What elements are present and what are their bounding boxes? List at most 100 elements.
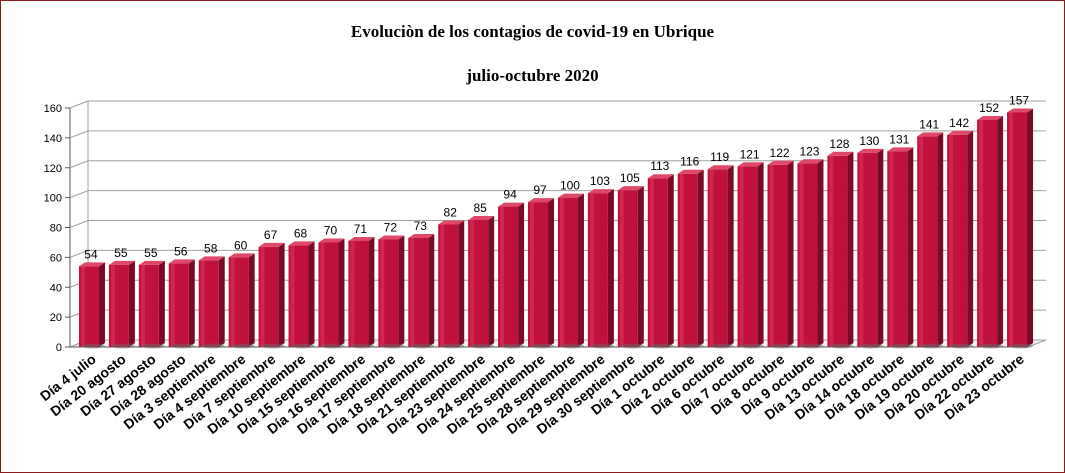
gridline-depth xyxy=(69,100,89,109)
bar-highlight xyxy=(1009,112,1014,347)
data-label: 55 xyxy=(114,246,128,260)
data-label: 141 xyxy=(919,117,939,131)
bar xyxy=(168,259,195,349)
bar-shadow xyxy=(619,343,644,349)
data-label: 116 xyxy=(680,155,699,169)
bar-highlight xyxy=(530,202,535,347)
bar-shadow xyxy=(799,343,824,349)
bar-side xyxy=(458,220,465,347)
bar-shadow xyxy=(859,343,884,349)
bar xyxy=(707,165,734,349)
bar-side xyxy=(128,260,135,347)
bar-shadow xyxy=(739,343,764,349)
bar-top xyxy=(827,151,854,156)
bar-highlight xyxy=(260,246,265,347)
bar-side xyxy=(98,262,105,347)
bar-side xyxy=(937,132,944,347)
bar-shadow xyxy=(829,343,854,349)
bar-side xyxy=(548,198,555,347)
bar xyxy=(408,233,435,349)
bar-shadow xyxy=(170,343,195,349)
data-label: 58 xyxy=(204,241,218,255)
bar-highlight xyxy=(230,257,235,347)
gridline-depth xyxy=(69,190,89,199)
y-tick-label: 100 xyxy=(44,193,62,205)
data-label: 97 xyxy=(533,183,547,197)
bar-shadow xyxy=(979,343,1004,349)
chart-title: Evoluciòn de los contagios de covid-19 e… xyxy=(350,22,715,41)
bar xyxy=(737,162,764,349)
data-label: 68 xyxy=(294,226,308,240)
bar-side xyxy=(727,165,734,347)
bar-side xyxy=(338,238,345,347)
bar xyxy=(647,174,674,349)
bar-highlight xyxy=(679,173,684,347)
bar-shadow xyxy=(949,343,974,349)
bar xyxy=(1007,108,1034,349)
data-label: 56 xyxy=(174,244,188,258)
bar-highlight xyxy=(649,178,654,347)
bar-shadow xyxy=(919,343,944,349)
bar-top xyxy=(198,256,225,261)
bar-top xyxy=(737,162,764,167)
y-tick-label: 60 xyxy=(50,252,62,264)
bar-shadow xyxy=(110,343,135,349)
bar-side xyxy=(428,233,435,347)
bar xyxy=(138,260,165,349)
bar xyxy=(617,186,644,349)
bar-side xyxy=(697,169,704,347)
y-tick-label: 40 xyxy=(50,282,62,294)
data-label: 100 xyxy=(560,179,580,193)
bar-side xyxy=(1027,108,1034,347)
bar-highlight xyxy=(170,263,175,347)
data-label: 82 xyxy=(444,206,458,220)
bar-highlight xyxy=(559,197,564,347)
bar-shadow xyxy=(559,343,584,349)
bar-shadow xyxy=(679,343,704,349)
bar-top xyxy=(557,193,584,198)
bar-top xyxy=(528,198,555,203)
bar-shadow xyxy=(350,343,375,349)
bar-highlight xyxy=(739,166,744,347)
bar-side xyxy=(248,253,255,347)
bar-shadow xyxy=(260,343,285,349)
bar xyxy=(318,238,345,349)
bar xyxy=(947,130,974,349)
bar-shadow xyxy=(1009,343,1034,349)
bar xyxy=(288,241,315,349)
data-label: 113 xyxy=(650,159,669,173)
bar-highlight xyxy=(80,266,85,347)
bar-highlight xyxy=(709,169,714,347)
bar-side xyxy=(787,160,794,347)
bar xyxy=(348,236,375,349)
bar-top xyxy=(587,189,614,194)
bar-top xyxy=(947,130,974,135)
bar xyxy=(677,169,704,349)
bar-top xyxy=(438,220,465,225)
bar-top xyxy=(318,238,345,243)
bar xyxy=(498,202,525,349)
bar-highlight xyxy=(200,260,205,347)
bar xyxy=(108,260,135,349)
bar xyxy=(228,253,255,349)
data-label: 119 xyxy=(710,150,729,164)
bar-top xyxy=(1007,108,1034,113)
bar xyxy=(587,189,614,349)
bar-shadow xyxy=(320,343,345,349)
data-label: 152 xyxy=(979,101,999,115)
bar-shadow xyxy=(380,343,405,349)
bar-side xyxy=(757,162,764,347)
gridline-depth xyxy=(69,160,89,169)
data-label: 70 xyxy=(324,223,338,237)
bar-shadow xyxy=(140,343,165,349)
bar-top xyxy=(78,262,105,267)
data-label: 122 xyxy=(770,146,790,160)
bar-highlight xyxy=(440,224,445,347)
data-label: 71 xyxy=(354,222,368,236)
bar-top xyxy=(108,260,135,265)
bar-highlight xyxy=(619,190,624,347)
bar-shadow xyxy=(709,343,734,349)
bar-highlight xyxy=(140,264,145,347)
bar-highlight xyxy=(320,242,325,347)
bar-side xyxy=(368,236,375,347)
